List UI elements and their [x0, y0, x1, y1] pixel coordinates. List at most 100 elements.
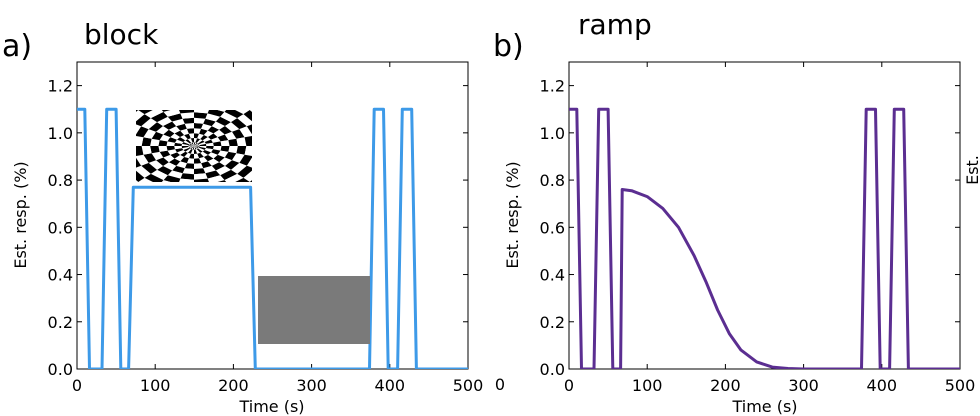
checkerboard-cell: [297, 127, 310, 146]
checkerboard-cell: [180, 128, 189, 135]
panel-a-xtick-label: 300: [296, 376, 327, 395]
checkerboard-cell: [187, 149, 193, 154]
checkerboard-cell: [188, 133, 194, 139]
checkerboard-cell: [215, 116, 231, 126]
checkerboard-cell: [194, 95, 214, 102]
checkerboard-cell: [118, 158, 134, 172]
checkerboard-cell: [119, 86, 146, 101]
checkerboard-cell: [203, 118, 216, 127]
checkerboard-cell: [205, 113, 221, 122]
checkerboard-cell: [194, 123, 204, 129]
checkerboard-cell: [270, 93, 295, 112]
checkerboard-cell: [224, 110, 244, 119]
panel-a-title: block: [84, 18, 159, 51]
checkerboard-cell: [136, 146, 144, 157]
checkerboard-cell: [192, 146, 194, 150]
checkerboard-cell: [174, 142, 182, 146]
panel-a-ytick-label: 0.2: [48, 313, 73, 332]
checkerboard-cell: [197, 133, 204, 140]
checkerboard-cell: [155, 97, 176, 107]
panel-b-ytick-label: 0.0: [540, 360, 565, 379]
panel-a-ytick-label: 1.0: [48, 124, 73, 143]
checkerboard-cell: [118, 121, 134, 135]
checkerboard-cell: [219, 80, 247, 92]
checkerboard-cell: [246, 157, 252, 168]
checkerboard-cell: [262, 146, 273, 159]
checkerboard-cell: [194, 138, 198, 143]
checkerboard-cell: [194, 190, 214, 197]
checkerboard-cell: [170, 133, 180, 140]
checkerboard-cell: [168, 126, 181, 134]
checkerboard-cell: [270, 115, 288, 132]
checkerboard-cell: [174, 148, 184, 153]
checkerboard-cell: [136, 110, 145, 122]
checkerboard-cell: [199, 143, 207, 146]
checkerboard-cell: [195, 149, 201, 154]
checkerboard-cell: [228, 146, 238, 154]
checkerboard-cell: [198, 147, 205, 152]
checkerboard-cell: [163, 121, 177, 130]
checkerboard-cell: [141, 200, 169, 212]
checkerboard-cell: [179, 178, 194, 182]
checkerboard-cell: [172, 165, 185, 174]
checkerboard-cell: [110, 174, 132, 190]
panel-a-ytick-label: 0.8: [48, 171, 73, 190]
panel-b-xlabel: Time (s): [731, 397, 797, 416]
checkerboard-cell: [217, 150, 229, 158]
checkerboard-cell: [174, 139, 184, 144]
checkerboard-cell: [235, 177, 250, 182]
checkerboard-cell: [182, 146, 190, 150]
checkerboard-cell: [136, 114, 151, 127]
checkerboard-cell: [138, 177, 153, 182]
checkerboard-cell: [194, 71, 224, 80]
checkerboard-cell: [141, 146, 152, 155]
checkerboard-cell: [158, 140, 168, 146]
checkerboard-cell: [194, 142, 196, 146]
checkerboard-cell: [203, 130, 214, 137]
checkerboard-cell: [171, 195, 194, 203]
checkerboard-cell: [150, 138, 160, 146]
checkerboard-cell: [262, 118, 279, 133]
checkerboard-cell: [194, 117, 206, 124]
panel-a-ytick-label: 0.4: [48, 266, 73, 285]
checkerboard-cell: [222, 206, 253, 219]
panel-b-xtick-label: 100: [632, 376, 663, 395]
checkerboard-cell: [297, 146, 310, 165]
checkerboard-cell: [270, 180, 295, 199]
checkerboard-cell: [194, 112, 208, 119]
checkerboard-cell: [212, 97, 233, 107]
checkerboard-cell: [253, 134, 264, 146]
checkerboard-cell: [239, 126, 252, 138]
checkerboard-cell: [163, 162, 177, 171]
checkerboard-cell: [194, 146, 197, 150]
checkerboard-cell: [217, 110, 227, 112]
checkerboard-cell: [164, 71, 194, 80]
checkerboard-cell: [188, 146, 194, 148]
checkerboard-cell: [211, 121, 225, 130]
checkerboard-cell: [279, 146, 291, 162]
checkerboard-cell: [174, 155, 185, 162]
checkerboard-cell: [228, 138, 238, 146]
gray-stimulus-inset: [258, 276, 370, 344]
checkerboard-cell: [220, 111, 238, 123]
checkerboard-cell: [102, 97, 126, 114]
checkerboard-cell: [87, 146, 100, 164]
checkerboard-cell: [196, 139, 203, 144]
checkerboard-cell: [150, 91, 174, 102]
checkerboard-cell: [194, 142, 198, 146]
checkerboard-cell: [182, 142, 190, 146]
checkerboard-cell: [132, 97, 155, 110]
checkerboard-cell: [207, 175, 225, 182]
panel-a-ylabel: Est. resp. (%): [11, 161, 30, 268]
checkerboard-cell: [163, 110, 181, 117]
checkerboard-cell: [200, 151, 208, 157]
checkerboard-cell: [136, 180, 139, 182]
checkerboard-cell: [163, 175, 181, 182]
checkerboard-cell: [232, 129, 245, 139]
checkerboard-cell: [194, 146, 196, 150]
checkerboard-cell: [194, 149, 198, 154]
checkerboard-cell: [196, 148, 203, 153]
panel-a-ytick-label: 1.2: [48, 77, 73, 96]
checkerboard-cell: [220, 146, 230, 152]
